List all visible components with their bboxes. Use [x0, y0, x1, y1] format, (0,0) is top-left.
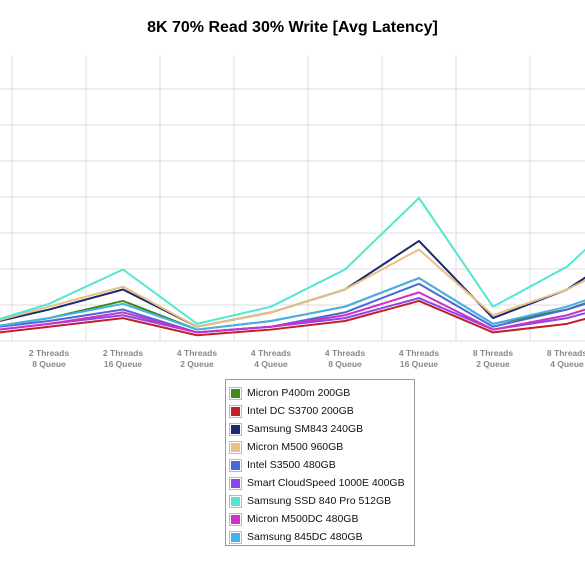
x-tick-label: 16 Queue	[104, 359, 143, 369]
series-line	[0, 239, 585, 328]
series-line	[0, 297, 585, 334]
legend-swatch	[229, 476, 242, 490]
chart-title: 8K 70% Read 30% Write [Avg Latency]	[147, 19, 438, 36]
x-tick-label: 8 Queue	[328, 359, 362, 369]
legend-label: Micron M500 960GB	[247, 441, 344, 453]
grid	[0, 55, 585, 342]
x-tick-label: 2 Threads	[29, 348, 69, 358]
x-tick-label: 2 Queue	[180, 359, 214, 369]
legend-item: Micron M500 960GB	[229, 438, 414, 456]
legend-label: Micron M500DC 480GB	[247, 513, 359, 525]
legend-swatch	[229, 422, 242, 436]
legend-item: Intel DC S3700 200GB	[229, 402, 414, 420]
x-tick-label: 8 Threads	[473, 348, 513, 358]
legend-swatch	[229, 494, 242, 508]
legend: Micron P400m 200GB Intel DC S3700 200GB Sa…	[225, 379, 415, 546]
legend-item: Intel S3500 480GB	[229, 456, 414, 474]
legend-item: Smart CloudSpeed 1000E 400GB	[229, 474, 414, 492]
x-tick-label: 16 Queue	[400, 359, 439, 369]
legend-swatch	[229, 386, 242, 400]
x-tick-label: 2 Threads	[103, 348, 143, 358]
x-tick-label: 4 Queue	[550, 359, 584, 369]
series-lines	[0, 197, 585, 337]
legend-item: Samsung SM843 240GB	[229, 420, 414, 438]
x-tick-label: 8 Queue	[32, 359, 66, 369]
legend-label: Samsung 845DC 480GB	[247, 531, 363, 543]
legend-item: Micron P400m 200GB	[229, 384, 414, 402]
legend-label: Micron P400m 200GB	[247, 387, 351, 399]
series-line	[0, 248, 585, 328]
legend-label: Intel S3500 480GB	[247, 459, 336, 471]
legend-swatch	[229, 440, 242, 454]
x-tick-label: 8 Threads	[547, 348, 585, 358]
series-line	[0, 291, 585, 334]
legend-label: Samsung SSD 840 Pro 512GB	[247, 495, 392, 507]
x-tick-label: 4 Threads	[177, 348, 217, 358]
legend-item: Micron M500DC 480GB	[229, 510, 414, 528]
series-line	[0, 277, 585, 331]
x-tick-label: 4 Queue	[254, 359, 288, 369]
x-tick-label: 4 Threads	[325, 348, 365, 358]
x-tick-label: 4 Threads	[399, 348, 439, 358]
legend-swatch	[229, 458, 242, 472]
series-line	[0, 282, 585, 334]
legend-item: Samsung SSD 840 Pro 512GB	[229, 492, 414, 510]
series-line	[0, 299, 585, 337]
legend-swatch	[229, 404, 242, 418]
legend-label: Smart CloudSpeed 1000E 400GB	[247, 477, 405, 489]
legend-item: Samsung 845DC 480GB	[229, 528, 414, 546]
series-line	[0, 197, 585, 325]
legend-label: Samsung SM843 240GB	[247, 423, 364, 435]
legend-swatch	[229, 530, 242, 544]
legend-label: Intel DC S3700 200GB	[247, 405, 354, 417]
x-tick-label: 2 Queue	[476, 359, 510, 369]
x-tick-label: 4 Threads	[251, 348, 291, 358]
legend-swatch	[229, 512, 242, 526]
